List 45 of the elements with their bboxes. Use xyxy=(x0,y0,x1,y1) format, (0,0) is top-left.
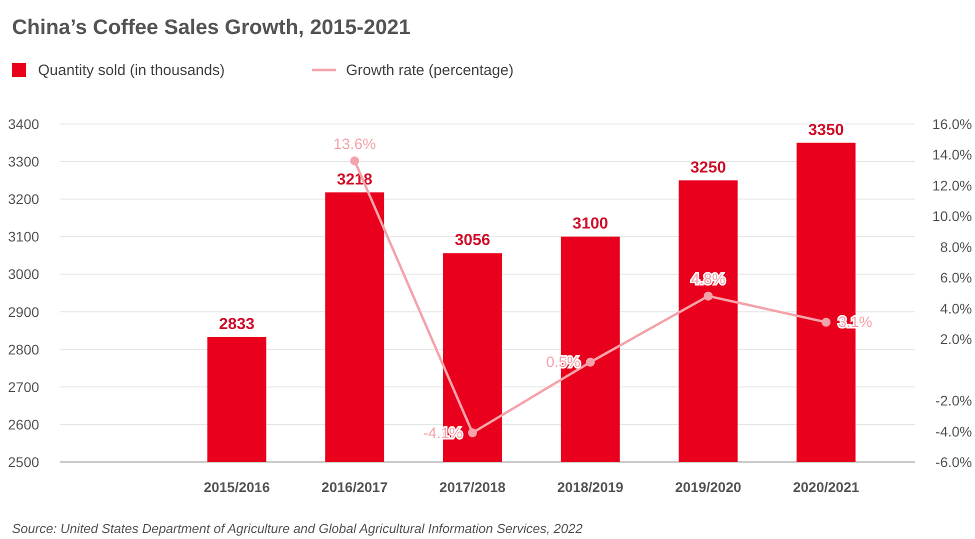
y2-tick-label: 10.0% xyxy=(932,208,972,224)
data-label: 3218 xyxy=(336,171,373,188)
source-note: Source: United States Department of Agriculture and Global Agricultural Information Services, 2022 xyxy=(12,521,584,536)
data-label: 3350 xyxy=(808,122,844,139)
y2-tick-label: 6.0% xyxy=(940,270,972,286)
point xyxy=(822,318,831,327)
point xyxy=(468,428,477,438)
y-tick-label: 2900 xyxy=(8,304,40,320)
legend-label: Quantity sold (in thousands) xyxy=(38,62,225,79)
data-label: 13.6% xyxy=(333,136,376,153)
y-tick-label: 3200 xyxy=(8,191,40,208)
x-tick-label: 2017/2018 xyxy=(439,479,506,495)
y2-tick-label: -2.0% xyxy=(935,392,972,409)
y-tick-label: 3100 xyxy=(8,228,40,245)
point xyxy=(704,292,713,301)
data-label: 3100 xyxy=(572,216,608,233)
y2-tick-label: -4.0% xyxy=(935,423,972,440)
data-label: 4.8% xyxy=(691,271,726,288)
point xyxy=(586,358,595,367)
y-tick-label: 2600 xyxy=(8,416,40,432)
y-tick-label: 3400 xyxy=(8,116,40,132)
y2-tick-label: 4.0% xyxy=(940,300,972,316)
y-tick-label: 2800 xyxy=(8,341,40,358)
y2-tick-label: 14.0% xyxy=(932,146,972,163)
data-label: 3250 xyxy=(690,159,726,176)
y2-tick-label: 16.0% xyxy=(932,116,972,132)
x-tick-label: 2018/2019 xyxy=(557,479,624,495)
x-tick-label: 2015/2016 xyxy=(204,479,270,495)
y-tick-label: 3300 xyxy=(8,154,40,170)
chart-title: China’s Coffee Sales Growth, 2015-2021 xyxy=(12,16,411,39)
y2-tick-label: 12.0% xyxy=(932,177,972,194)
data-label: -4.1% xyxy=(423,424,462,442)
y2-tick-label: 2.0% xyxy=(940,331,972,348)
data-label: 3056 xyxy=(454,232,490,250)
y2-tick-label: -6.0% xyxy=(935,454,972,470)
y-tick-label: 2700 xyxy=(8,378,40,395)
y-tick-label: 3000 xyxy=(8,266,40,282)
y2-tick-label: 8.0% xyxy=(940,238,972,255)
y-tick-label: 2500 xyxy=(8,454,40,470)
point xyxy=(350,156,360,166)
x-tick-label: 2016/2017 xyxy=(322,479,388,495)
legend-label: Growth rate (percentage) xyxy=(346,62,514,79)
x-tick-label: 2020/2021 xyxy=(792,479,860,495)
data-label: 2833 xyxy=(218,316,255,333)
x-tick-label: 2019/2020 xyxy=(675,479,742,495)
